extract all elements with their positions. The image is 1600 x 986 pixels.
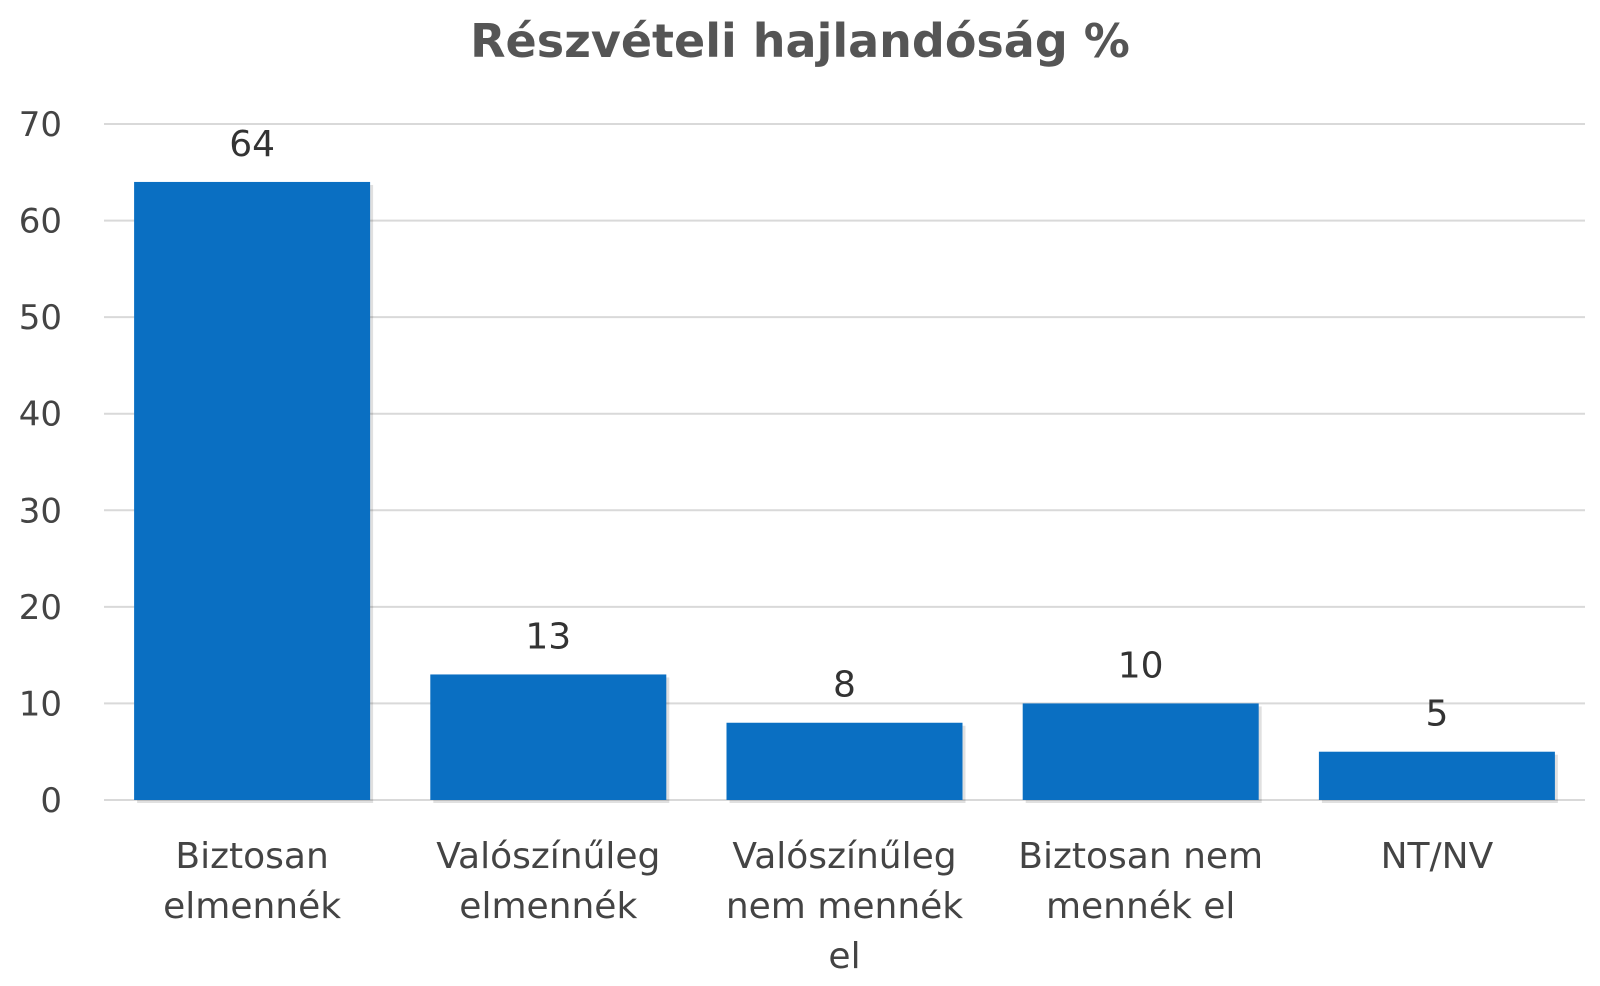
y-tick-label: 20 (19, 588, 62, 628)
bar (1022, 703, 1259, 800)
x-axis: Biztosan elmennék Valószínűleg elmennék Való… (163, 836, 1493, 977)
x-category-label: Valószínűleg (436, 836, 660, 877)
x-category-label: nem mennék (726, 886, 963, 927)
x-category-label: Biztosan nem (1018, 836, 1263, 877)
y-tick-label: 40 (19, 395, 62, 435)
data-label: 10 (1118, 645, 1164, 686)
bar (726, 722, 963, 800)
chart-title: Részvételi hajlandóság % (470, 14, 1130, 68)
bar (134, 181, 371, 800)
x-category-label: Biztosan (175, 836, 328, 877)
data-label: 8 (833, 665, 856, 706)
bar (1318, 751, 1555, 800)
data-labels: 64 13 8 10 5 (229, 124, 1448, 735)
y-tick-label: 60 (19, 202, 62, 242)
bars (134, 181, 1558, 803)
y-tick-label: 70 (19, 105, 62, 145)
bar (430, 674, 667, 800)
y-tick-label: 0 (40, 781, 62, 821)
x-category-label: mennék el (1046, 886, 1235, 927)
data-label: 13 (525, 616, 571, 657)
x-category-label: NT/NV (1381, 836, 1494, 877)
y-tick-label: 30 (19, 491, 62, 531)
data-label: 5 (1425, 694, 1448, 735)
y-axis: 0 10 20 30 40 50 60 70 (19, 105, 62, 821)
data-label: 64 (229, 124, 275, 165)
y-tick-label: 10 (19, 684, 62, 724)
y-tick-label: 50 (19, 298, 62, 338)
x-category-label: elmennék (163, 886, 341, 927)
x-category-label: el (828, 936, 860, 977)
x-category-label: Valószínűleg (732, 836, 956, 877)
x-category-label: elmennék (459, 886, 637, 927)
